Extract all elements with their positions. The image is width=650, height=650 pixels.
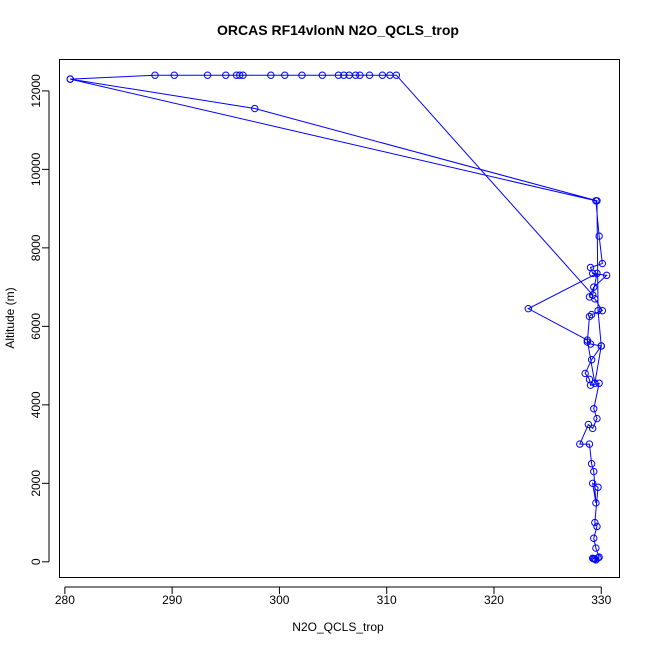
x-tick-label: 330	[591, 593, 611, 607]
data-point	[251, 104, 259, 113]
data-point	[334, 71, 343, 79]
series-line	[70, 74, 608, 561]
data-point	[598, 259, 607, 268]
data-point	[584, 420, 593, 429]
y-tick-label: 12000	[29, 74, 43, 108]
x-tick-label: 300	[269, 593, 289, 607]
data-point	[298, 71, 306, 79]
data-point	[588, 424, 597, 433]
data-point	[281, 71, 289, 79]
data-point	[356, 71, 364, 79]
data-point	[591, 518, 599, 527]
data-point	[576, 440, 584, 448]
data-point	[585, 312, 594, 321]
y-tick-label: 6000	[29, 313, 43, 340]
y-tick-label: 2000	[29, 470, 43, 497]
data-point	[593, 414, 601, 423]
data-point	[593, 269, 601, 278]
x-axis-label: N2O_QCLS_trop	[292, 620, 384, 634]
x-tick-label: 280	[55, 593, 75, 607]
x-tick-label: 290	[162, 593, 182, 607]
data-point	[594, 554, 602, 562]
data-point	[594, 306, 602, 315]
y-tick-label: 8000	[29, 234, 43, 261]
data-point	[593, 522, 601, 531]
chart-title: ORCAS RF14vlonN N2O_QCLS_trop	[217, 22, 459, 38]
y-tick-label: 10000	[29, 152, 43, 186]
data-point	[602, 271, 611, 280]
data-point	[595, 553, 603, 561]
data-point	[222, 71, 230, 79]
data-point	[587, 310, 596, 319]
data-point	[581, 369, 589, 378]
data-point	[378, 71, 387, 79]
data-point	[236, 71, 244, 79]
data-point	[203, 71, 212, 79]
data-point	[151, 71, 159, 79]
data-point	[590, 283, 598, 291]
x-tick-label: 310	[377, 593, 397, 607]
data-point	[66, 75, 74, 83]
y-tick-label: 0	[29, 558, 43, 565]
data-point	[590, 534, 598, 542]
data-point	[583, 338, 592, 346]
plot-frame	[59, 59, 620, 578]
data-point	[592, 544, 600, 552]
data-point	[351, 71, 360, 79]
data-point	[585, 440, 594, 448]
data-point	[267, 71, 275, 79]
y-tick-label: 4000	[29, 391, 43, 418]
data-point	[318, 71, 327, 79]
data-point	[595, 232, 603, 240]
data-point	[593, 197, 601, 205]
data-point	[239, 71, 247, 79]
data-point	[392, 71, 401, 79]
data-point	[594, 483, 602, 491]
data-point	[597, 342, 605, 350]
data-point	[583, 336, 592, 344]
data-point	[590, 467, 598, 476]
data-point	[591, 379, 599, 387]
data-point	[592, 499, 600, 507]
data-point	[586, 263, 595, 272]
data-point	[340, 71, 348, 79]
data-point	[524, 304, 533, 313]
ticks-layer: 280 290 300 310 320 330 0 2000 4000 6000 8000 10000…	[29, 74, 612, 607]
data-point	[585, 375, 594, 384]
series-layer	[66, 71, 611, 564]
data-point	[598, 306, 607, 315]
data-point	[587, 460, 596, 468]
x-tick-label: 320	[484, 593, 504, 607]
data-point	[170, 71, 178, 79]
data-point	[365, 71, 374, 79]
data-point	[588, 479, 597, 488]
y-axis-label: Altitude (m)	[3, 287, 17, 348]
data-point	[588, 291, 597, 299]
data-point	[587, 356, 596, 364]
data-point	[595, 379, 603, 387]
data-point	[590, 405, 598, 413]
